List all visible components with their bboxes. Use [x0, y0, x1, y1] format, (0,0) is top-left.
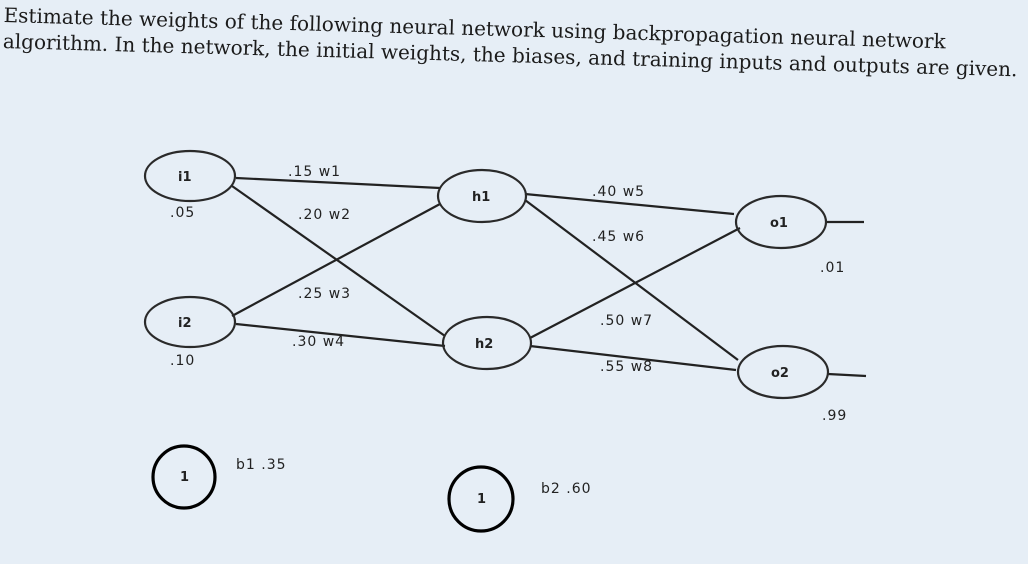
weight-label-w1: .15 w1: [288, 164, 341, 180]
edge-h2-o2: [529, 344, 737, 372]
neuron-i2-label: i2: [178, 316, 192, 331]
edge-i2-h1: [231, 203, 441, 317]
input-i1-value: .05: [170, 205, 195, 221]
weight-label-w6: .45 w6: [592, 229, 645, 245]
output-neuron-o2: o2: [736, 344, 830, 400]
output-o2-target: .99: [822, 408, 847, 424]
bias-2-circle: [447, 465, 515, 533]
edge-o2-output: [827, 372, 867, 378]
edge-i1-h1: [235, 176, 441, 190]
neuron-h1-circle: [436, 168, 528, 224]
weight-label-w4: .30 w4: [292, 334, 345, 350]
neuron-i2-circle: [143, 295, 237, 349]
neuron-o2-circle: [736, 344, 830, 400]
edge-i1-h2: [231, 185, 446, 337]
neuron-i1-circle: [143, 149, 237, 203]
weight-label-w7: .50 w7: [600, 313, 653, 329]
input-i2-value: .10: [170, 353, 195, 369]
neuron-o1-label: o1: [770, 216, 788, 231]
neuron-o1-circle: [734, 194, 828, 250]
weight-label-w2: .20 w2: [298, 207, 351, 223]
input-neuron-i2: i2: [143, 295, 237, 349]
neuron-i1-label: i1: [178, 170, 192, 185]
weight-label-w8: .55 w8: [600, 359, 653, 375]
bias-b2-label: b2 .60: [541, 481, 592, 497]
bias-2-node-label: 1: [477, 492, 486, 507]
edge-i2-h2: [235, 322, 446, 348]
bias-1-circle: [151, 444, 217, 510]
bias-unit-1: 1: [151, 444, 217, 510]
output-neuron-o1: o1: [734, 194, 828, 250]
neuron-h2-label: h2: [475, 337, 493, 352]
output-o1-target: .01: [820, 260, 845, 276]
weight-label-w3: .25 w3: [298, 286, 351, 302]
neuron-o2-label: o2: [771, 366, 789, 381]
neuron-h2-circle: [441, 315, 533, 371]
edge-h2-o1: [529, 227, 741, 339]
bias-unit-2: 1: [447, 465, 515, 533]
bias-b1-label: b1 .35: [236, 457, 287, 473]
edge-h1-o1: [524, 192, 735, 216]
bias-1-node-label: 1: [180, 470, 189, 485]
hidden-neuron-h2: h2: [441, 315, 533, 371]
weight-label-w5: .40 w5: [592, 184, 645, 200]
neuron-h1-label: h1: [472, 190, 490, 205]
connections: [231, 176, 867, 378]
edge-h1-o2: [524, 199, 739, 361]
hidden-neuron-h1: h1: [436, 168, 528, 224]
input-neuron-i1: i1: [143, 149, 237, 203]
